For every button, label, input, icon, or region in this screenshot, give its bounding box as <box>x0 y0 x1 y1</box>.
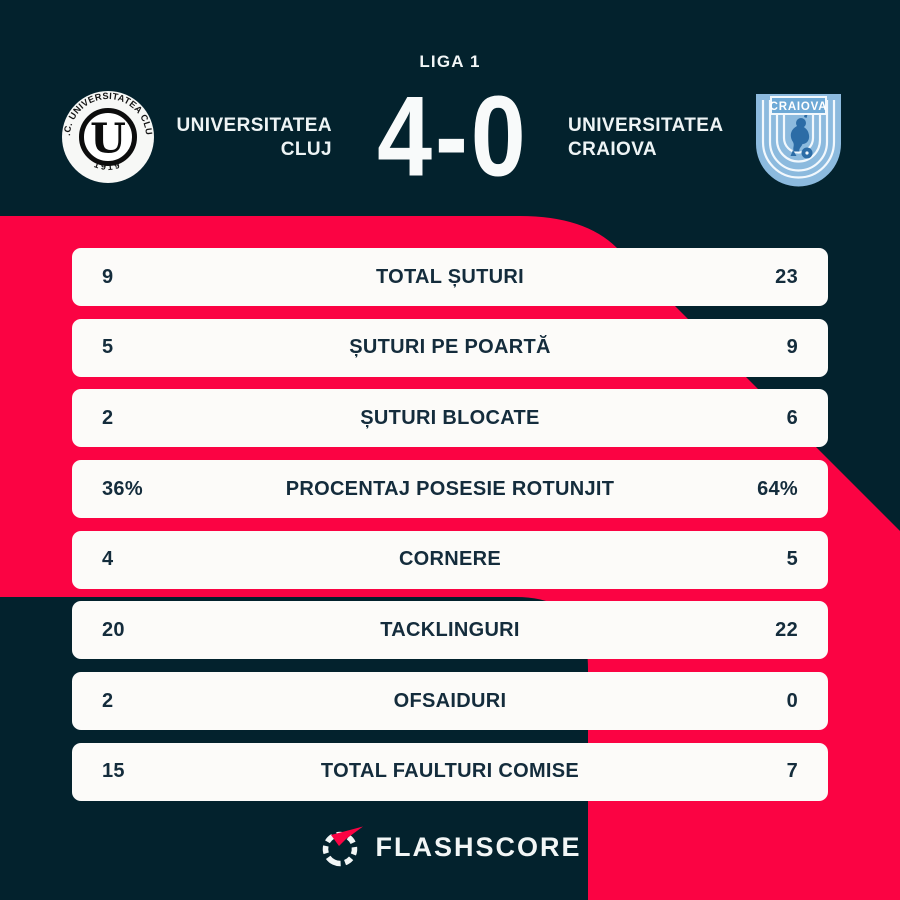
stat-home-value: 2 <box>102 689 114 712</box>
logo-letter-u: U <box>90 115 126 163</box>
score: 4 - 0 <box>336 72 564 202</box>
flashscore-spinner <box>323 831 358 867</box>
footer-brand: FLASHSCORE <box>0 824 900 870</box>
flashscore-wordmark: FLASHSCORE <box>375 831 582 862</box>
stat-home-value: 20 <box>102 618 125 641</box>
stat-row-posesie: 36% PROCENTAJ POSESIE ROTUNJIT 64% <box>72 460 828 519</box>
stat-row-cornere: 4 CORNERE 5 <box>72 530 828 589</box>
stat-away-value: 5 <box>786 548 798 571</box>
score-home: 4 <box>377 72 432 201</box>
stat-label: ȘUTURI BLOCATE <box>360 406 540 429</box>
score-away: 0 <box>470 72 526 201</box>
stat-label: PROCENTAJ POSESIE ROTUNJIT <box>285 477 615 500</box>
stat-away-value: 23 <box>775 265 798 288</box>
stat-label: CORNERE <box>398 548 502 571</box>
away-team-name-line1: UNIVERSITATEA <box>568 115 724 136</box>
stat-away-value: 7 <box>786 760 798 783</box>
stat-home-value: 15 <box>102 760 125 783</box>
stat-row-ofsaiduri: 2 OFSAIDURI 0 <box>72 672 828 731</box>
stat-row-suturi-blocate: 2 ȘUTURI BLOCATE 6 <box>72 389 828 448</box>
stat-row-suturi-pe-poarta: 5 ȘUTURI PE POARTĂ 9 <box>72 318 828 377</box>
stat-row-faulturi: 15 TOTAL FAULTURI COMISE 7 <box>72 742 828 801</box>
stat-away-value: 6 <box>786 406 798 429</box>
stat-home-value: 4 <box>102 548 114 571</box>
stat-label: TOTAL FAULTURI COMISE <box>320 760 580 783</box>
score-separator: - <box>434 72 468 201</box>
stat-home-value: 36% <box>102 477 143 500</box>
flashscore-flash <box>331 826 364 846</box>
stat-home-value: 5 <box>102 336 114 359</box>
badge-banner <box>770 96 827 115</box>
league-title: LIGA 1 <box>419 52 481 71</box>
stat-away-value: 22 <box>775 618 798 641</box>
home-team-logo: F.C. UNIVERSITATEA CLUJ 1919 U <box>61 90 154 183</box>
stat-label: ȘUTURI PE POARTĂ <box>349 336 551 359</box>
stat-away-value: 64% <box>757 477 798 500</box>
stats-list: 9 TOTAL ȘUTURI 23 5 ȘUTURI PE POARTĂ 9 2… <box>72 248 828 801</box>
stat-row-tacklinguri: 20 TACKLINGURI 22 <box>72 601 828 660</box>
away-team-name: UNIVERSITATEA CRAIOVA <box>568 114 738 162</box>
logo-inner-ring <box>79 108 137 166</box>
stat-label: OFSAIDURI <box>393 689 507 712</box>
flashscore-icon <box>323 826 364 867</box>
stat-label: TOTAL ȘUTURI <box>375 265 525 288</box>
badge-stripes <box>761 100 836 179</box>
stat-row-total-suturi: 9 TOTAL ȘUTURI 23 <box>72 248 828 306</box>
stat-home-value: 2 <box>102 406 114 429</box>
away-team-badge: CRAIOVA <box>756 94 841 187</box>
stat-label: TACKLINGURI <box>380 618 520 641</box>
stat-away-value: 9 <box>786 336 798 359</box>
stat-away-value: 0 <box>786 689 798 712</box>
stat-home-value: 9 <box>102 265 114 288</box>
badge-banner-text: CRAIOVA <box>770 101 828 113</box>
home-team-name-line2: CLUJ <box>280 139 332 160</box>
home-team-name-line1: UNIVERSITATEA <box>176 115 332 136</box>
home-team-name: UNIVERSITATEA CLUJ <box>162 114 332 162</box>
away-team-name-line2: CRAIOVA <box>568 139 658 160</box>
